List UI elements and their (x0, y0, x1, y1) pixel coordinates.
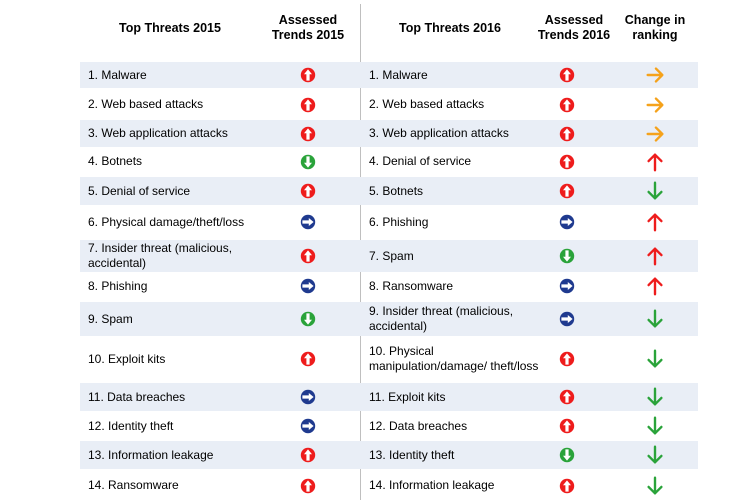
trend-2015-stable-icon (288, 412, 328, 440)
table-row: 2. Web based attacks 2. Web based attacks (80, 91, 698, 118)
threat-2016-label: 7. Spam (369, 248, 414, 263)
trend-2016-up-icon (547, 148, 587, 175)
table-row: 7. Insider threat (malicious, accidental… (80, 240, 698, 272)
trend-2016-up-icon (547, 91, 587, 118)
threat-2016-label: 4. Denial of service (369, 154, 472, 168)
threat-2015-label: 2. Web based attacks (88, 97, 204, 111)
trend-2016-up-icon (547, 412, 587, 440)
header-assessed-trends-2016: Assessed Trends 2016 (537, 13, 611, 42)
threat-2016-label: 11. Exploit kits (369, 389, 446, 404)
header-top-threats-2016: Top Threats 2016 (399, 20, 501, 35)
ranking-change-same-icon (625, 91, 685, 118)
trend-2016-stable-icon (547, 206, 587, 238)
threat-2016-label: 5. Botnets (369, 183, 424, 198)
trend-2016-up-icon (547, 120, 587, 147)
table-row: 9. Spam 9. Insider threat (malicious, acc… (80, 302, 698, 336)
trend-2016-down-icon (547, 240, 587, 272)
threat-2016-label: 14. Information leakage (369, 478, 495, 492)
ranking-change-up-icon (625, 148, 685, 175)
threat-2016-label: 9. Insider threat (malicious, accidental… (369, 304, 514, 333)
trend-2015-up-icon (288, 471, 328, 500)
ranking-change-down-icon (625, 336, 685, 382)
trend-2016-down-icon (547, 441, 587, 469)
trend-2015-stable-icon (288, 272, 328, 300)
threat-2016-label: 3. Web application attacks (369, 126, 509, 140)
threat-2015-label: 1. Malware (88, 67, 147, 82)
table-row: 14. Ransomware 14. Information leakage (80, 471, 698, 500)
ranking-change-down-icon (625, 412, 685, 440)
threat-2016-label: 12. Data breaches (369, 418, 468, 433)
ranking-change-down-icon (625, 441, 685, 469)
trend-2016-up-icon (547, 471, 587, 500)
table-row: 8. Phishing 8. Ransomware (80, 272, 698, 300)
trend-2015-down-icon (288, 302, 328, 336)
header-change-in-ranking: Change in ranking (624, 13, 686, 42)
trend-2016-up-icon (547, 383, 587, 411)
trend-2016-stable-icon (547, 302, 587, 336)
threat-2016-label: 13. Identity theft (369, 447, 455, 462)
trend-2015-up-icon (288, 120, 328, 147)
threat-2015-label: 14. Ransomware (88, 478, 179, 492)
threat-2015-label: 12. Identity theft (88, 418, 174, 433)
threat-2016-label: 10. Physical manipulation/damage/ theft/… (369, 344, 539, 373)
threat-2015-label: 13. Information leakage (88, 447, 214, 462)
threat-2016-label: 8. Ransomware (369, 278, 454, 293)
trend-2015-up-icon (288, 240, 328, 272)
table-row: 1. Malware 1. Malware (80, 62, 698, 88)
table-row: 12. Identity theft 12. Data breaches (80, 412, 698, 440)
trend-2016-up-icon (547, 62, 587, 88)
ranking-change-down-icon (625, 471, 685, 500)
table-row: 3. Web application attacks 3. Web applica… (80, 120, 698, 147)
trend-2015-stable-icon (288, 206, 328, 238)
ranking-change-up-icon (625, 206, 685, 238)
table-row: 6. Physical damage/theft/loss 6. Phishing (80, 206, 698, 238)
ranking-change-up-icon (625, 272, 685, 300)
trend-2015-up-icon (288, 62, 328, 88)
threat-2015-label: 9. Spam (88, 311, 133, 326)
trend-2015-up-icon (288, 441, 328, 469)
threat-2015-label: 6. Physical damage/theft/loss (88, 214, 245, 229)
ranking-change-same-icon (625, 62, 685, 88)
trend-2016-up-icon (547, 177, 587, 205)
threat-2016-label: 2. Web based attacks (369, 97, 485, 111)
threat-2016-label: 6. Phishing (369, 214, 429, 229)
threat-2015-label: 7. Insider threat (malicious, accidental… (88, 241, 233, 270)
ranking-change-down-icon (625, 383, 685, 411)
threat-2015-label: 5. Denial of service (88, 183, 191, 198)
trend-2015-up-icon (288, 91, 328, 118)
table-row: 4. Botnets 4. Denial of service (80, 148, 698, 175)
threat-2015-label: 10. Exploit kits (88, 351, 166, 366)
ranking-change-down-icon (625, 177, 685, 205)
header-assessed-trends-2015: Assessed Trends 2015 (271, 13, 345, 42)
header-top-threats-2015: Top Threats 2015 (119, 20, 221, 35)
table-row: 11. Data breaches 11. Exploit kits (80, 383, 698, 411)
ranking-change-up-icon (625, 240, 685, 272)
table-row: 13. Information leakage 13. Identity thef… (80, 441, 698, 469)
trend-2015-up-icon (288, 336, 328, 382)
trend-2015-stable-icon (288, 383, 328, 411)
threat-2015-label: 3. Web application attacks (88, 126, 228, 140)
table-row: 5. Denial of service 5. Botnets (80, 177, 698, 205)
trend-2016-up-icon (547, 336, 587, 382)
trend-2016-stable-icon (547, 272, 587, 300)
trend-2015-up-icon (288, 177, 328, 205)
threat-2015-label: 8. Phishing (88, 278, 148, 293)
ranking-change-down-icon (625, 302, 685, 336)
trend-2015-down-icon (288, 148, 328, 175)
table-row: 10. Exploit kits 10. Physical manipulatio… (80, 336, 698, 382)
ranking-change-same-icon (625, 120, 685, 147)
threat-2015-label: 11. Data breaches (88, 389, 186, 404)
threat-2016-label: 1. Malware (369, 67, 428, 82)
threat-2015-label: 4. Botnets (88, 154, 143, 168)
